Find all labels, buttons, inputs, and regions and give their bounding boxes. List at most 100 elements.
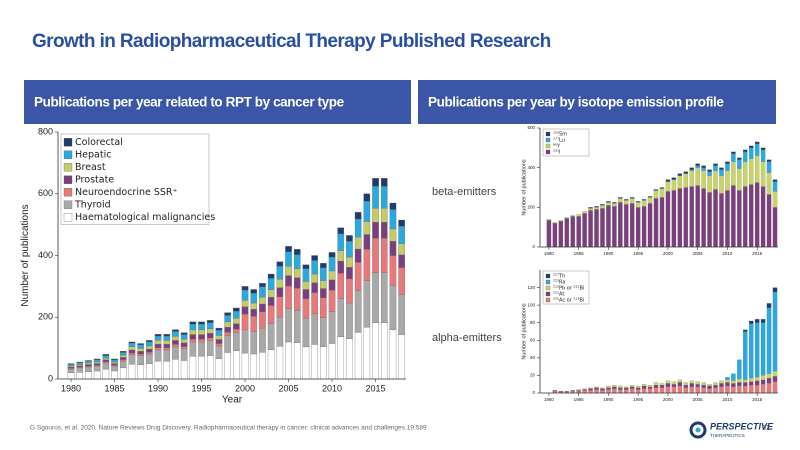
legend-label: ⁹⁰Y bbox=[553, 144, 561, 150]
bar-segment bbox=[552, 223, 558, 248]
slide-title: Growth in Radiopharmaceutical Therapy Pu… bbox=[32, 31, 551, 52]
bar-segment bbox=[189, 321, 197, 325]
bar-segment bbox=[760, 186, 766, 248]
bar-segment bbox=[606, 387, 611, 390]
bar-segment bbox=[760, 379, 766, 385]
x-tick-label: 1980 bbox=[544, 251, 555, 256]
bar-segment bbox=[600, 388, 605, 391]
bar-segment bbox=[653, 382, 659, 386]
bar-segment bbox=[743, 149, 748, 152]
bar-segment bbox=[293, 254, 301, 269]
y-tick-label: 80 bbox=[530, 320, 536, 325]
bar-segment bbox=[772, 376, 778, 382]
bar-segment bbox=[302, 289, 310, 299]
bar-segment bbox=[389, 241, 397, 256]
bar-segment bbox=[93, 361, 101, 364]
bar-segment bbox=[241, 306, 249, 315]
bar-segment bbox=[624, 387, 629, 390]
bar-segment bbox=[128, 346, 136, 351]
bar-segment bbox=[653, 198, 659, 248]
y-tick-label: 60 bbox=[530, 337, 536, 342]
bar-segment bbox=[677, 382, 683, 387]
bar-segment bbox=[389, 202, 397, 210]
bar-segment bbox=[582, 389, 587, 391]
bar-segment bbox=[137, 351, 144, 355]
bar-segment bbox=[320, 267, 327, 281]
bar-segment bbox=[713, 189, 718, 248]
panel-banner bbox=[418, 80, 776, 124]
legend-swatch bbox=[63, 175, 73, 184]
bar-segment bbox=[180, 342, 188, 347]
bar-segment bbox=[612, 206, 617, 248]
legend-swatch bbox=[63, 200, 73, 209]
bar-segment bbox=[276, 346, 284, 380]
bar-segment bbox=[320, 288, 327, 298]
bar-segment bbox=[677, 175, 683, 189]
bar-segment bbox=[163, 360, 171, 380]
bar-segment bbox=[725, 161, 730, 164]
logo-name: PERSPECTIVE bbox=[710, 421, 774, 431]
bar-segment bbox=[163, 335, 171, 341]
bar-segment bbox=[618, 198, 623, 203]
bar-segment bbox=[760, 384, 766, 394]
bar-segment bbox=[719, 386, 724, 394]
bar-segment bbox=[635, 387, 641, 390]
bar-segment bbox=[725, 382, 730, 387]
bar-segment bbox=[206, 355, 214, 380]
bar-segment bbox=[67, 372, 75, 380]
bar-segment bbox=[564, 218, 569, 248]
bar-segment bbox=[102, 361, 110, 364]
bar-segment bbox=[180, 360, 188, 380]
bar-segment bbox=[398, 226, 405, 244]
bar-segment bbox=[647, 196, 653, 198]
bar-segment bbox=[760, 375, 766, 380]
bar-segment bbox=[163, 334, 171, 337]
x-tick-label: 2010 bbox=[722, 251, 733, 256]
bar-segment bbox=[754, 155, 760, 183]
legend-label: Haematological malignancies bbox=[75, 212, 215, 223]
bar-segment bbox=[346, 278, 353, 304]
y-tick-label: 0 bbox=[532, 244, 535, 249]
bar-segment bbox=[302, 318, 310, 348]
bar-segment bbox=[320, 263, 327, 268]
bar-segment bbox=[737, 359, 742, 380]
bar-segment bbox=[233, 307, 240, 312]
bar-segment bbox=[398, 243, 405, 256]
bar-segment bbox=[630, 198, 635, 204]
bar-segment bbox=[354, 218, 362, 238]
bar-segment bbox=[731, 373, 736, 381]
bar-segment bbox=[180, 334, 188, 340]
bar-segment bbox=[302, 281, 310, 290]
bar-segment bbox=[76, 364, 84, 366]
plot: 0 20 40 60 80 100 120 1980 1985 1990 1995 2000 2005 2… bbox=[432, 270, 778, 402]
bar-segment bbox=[146, 340, 153, 343]
bar-segment bbox=[665, 383, 671, 387]
bar-segment bbox=[713, 165, 718, 171]
bar-segment bbox=[659, 188, 665, 198]
x-tick-label: 1995 bbox=[633, 251, 644, 256]
bar-segment bbox=[372, 186, 379, 209]
bar-segment bbox=[588, 387, 593, 389]
bar-segment bbox=[67, 366, 75, 369]
bar-segment bbox=[276, 261, 284, 267]
bar-segment bbox=[363, 193, 371, 202]
bar-segment bbox=[653, 190, 659, 199]
bar-segment bbox=[198, 356, 205, 380]
bar-segment bbox=[250, 289, 258, 294]
bar-segment bbox=[111, 361, 118, 364]
bar-segment bbox=[285, 275, 292, 287]
bar-segment bbox=[653, 385, 659, 388]
bar-segment bbox=[267, 289, 275, 298]
bar-segment bbox=[582, 388, 587, 390]
bar-segment bbox=[380, 178, 388, 187]
bar-segment bbox=[111, 365, 118, 372]
bar-segment bbox=[311, 313, 318, 345]
bar-segment bbox=[612, 386, 617, 389]
legend-label: ¹⁷⁷Lu bbox=[553, 138, 565, 144]
bar-segment bbox=[754, 182, 760, 248]
bar-segment bbox=[346, 256, 353, 268]
legend-label: Breast bbox=[75, 162, 106, 173]
bar-segment bbox=[695, 165, 700, 168]
panel-heading: Publications per year related to RPT by … bbox=[34, 95, 345, 110]
bar-segment bbox=[102, 359, 110, 362]
